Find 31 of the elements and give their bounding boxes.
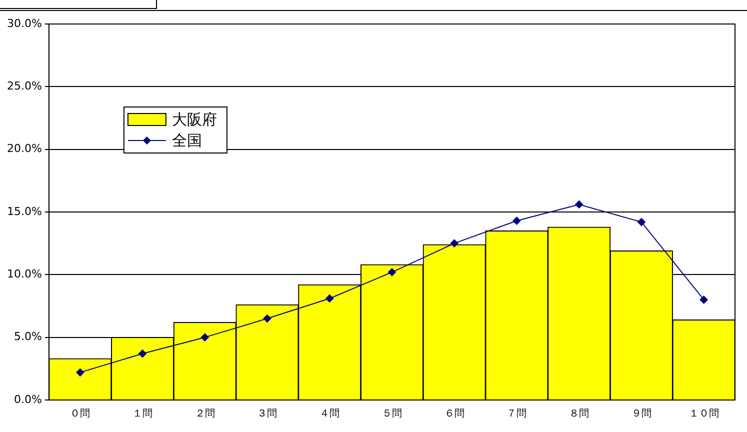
y-tick-label: 30.0% [6, 16, 42, 30]
legend-label: 大阪府 [172, 110, 217, 128]
point [388, 268, 396, 276]
y-tick-label: 0.0% [14, 392, 42, 406]
point [138, 350, 146, 358]
x-tick-label: ７問 [506, 408, 527, 420]
x-tick-label: １０問 [688, 408, 719, 420]
point [637, 218, 646, 226]
x-tick-label: ６問 [444, 408, 464, 420]
point [575, 200, 584, 208]
y-tick-label: 20.0% [6, 142, 42, 156]
y-tick-label: 10.0% [6, 268, 42, 281]
x-tick-label: ０問 [70, 408, 90, 420]
point [700, 296, 708, 304]
point [200, 333, 209, 342]
legend-label: 全国 [172, 131, 202, 150]
x-tick-label: ９問 [631, 408, 652, 420]
x-tick-label: １問 [132, 408, 152, 420]
y-tick-label: 15.0% [6, 204, 42, 218]
x-tick-label: ３問 [257, 408, 278, 420]
x-tick-label: ２問 [194, 408, 215, 420]
x-tick-label: ８問 [569, 408, 590, 420]
point [326, 294, 334, 302]
point [76, 368, 84, 376]
point [450, 239, 458, 248]
y-tick-label: 25.0% [6, 80, 42, 93]
x-tick-label: ５問 [382, 408, 402, 420]
x-tick-label: ４問 [320, 408, 340, 420]
point [512, 216, 521, 225]
point [263, 314, 272, 323]
y-tick-label: 5.0% [14, 330, 42, 344]
